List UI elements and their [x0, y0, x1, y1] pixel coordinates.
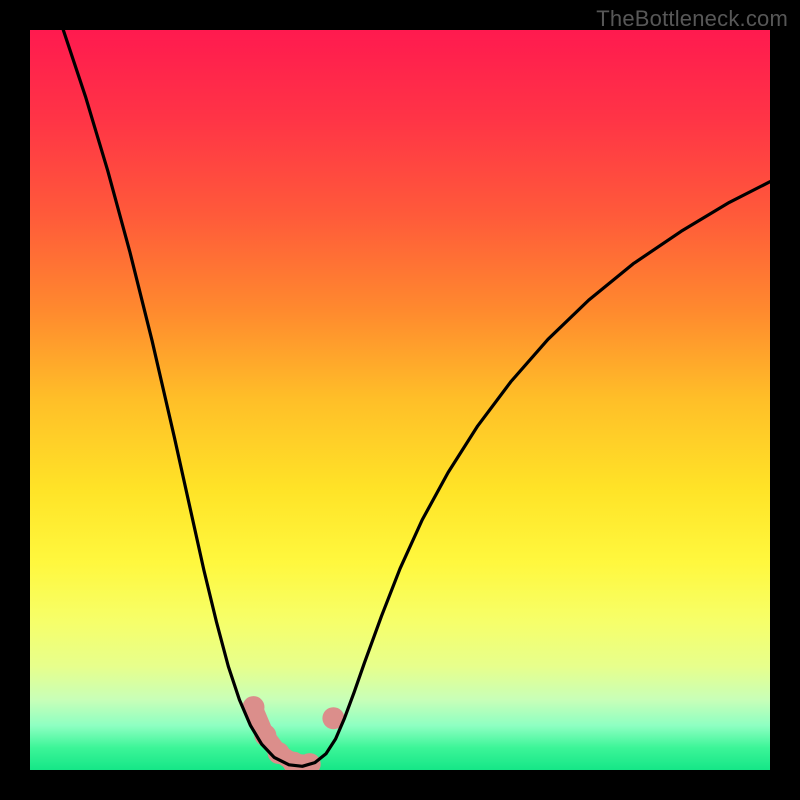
bottleneck-chart — [30, 30, 770, 770]
watermark-text: TheBottleneck.com — [596, 6, 788, 32]
plot-area — [30, 30, 770, 770]
gradient-background — [30, 30, 770, 770]
canvas-frame: TheBottleneck.com — [0, 0, 800, 800]
